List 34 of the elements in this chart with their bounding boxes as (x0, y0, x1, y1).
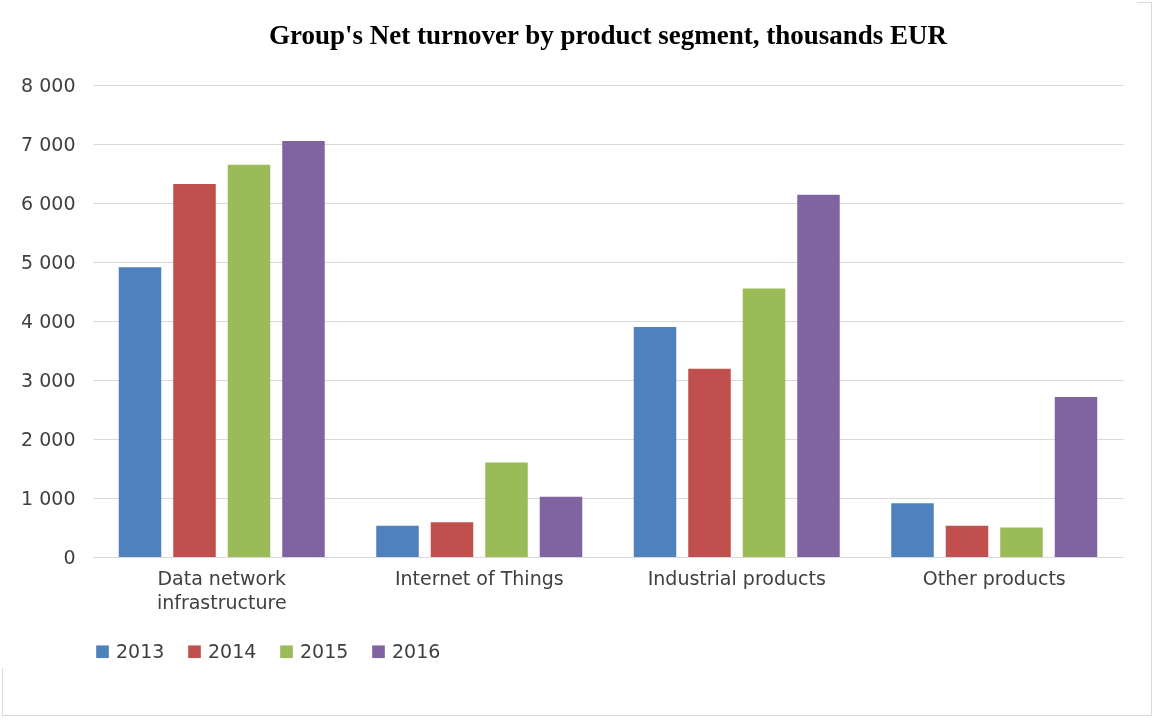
bar (797, 194, 840, 557)
bar (376, 525, 419, 557)
x-tick-label: Data network infrastructure (156, 566, 287, 613)
x-tick-label: Other products (922, 566, 1066, 589)
bar (539, 496, 583, 557)
x-tick-label: Industrial products (647, 566, 826, 589)
legend-label: 2016 (392, 639, 441, 662)
bar (282, 141, 325, 557)
bar (688, 368, 731, 557)
bar (430, 522, 474, 557)
legend-label: 2015 (300, 639, 349, 662)
y-tick-label: 3 000 (21, 368, 76, 391)
y-tick-label: 0 (63, 545, 76, 568)
legend-label: 2013 (116, 639, 165, 662)
y-tick-label: 6 000 (21, 191, 76, 214)
bar (945, 525, 989, 557)
bar (742, 288, 786, 557)
legend-label: 2014 (208, 639, 257, 662)
y-tick-label: 5 000 (21, 250, 76, 273)
chart-title: Group's Net turnover by product segment, thousands EUR (268, 20, 948, 50)
bar (891, 503, 934, 557)
bar (227, 164, 271, 557)
y-tick-label: 4 000 (21, 309, 76, 332)
bar (485, 462, 528, 557)
y-tick-label: 1 000 (21, 486, 76, 509)
y-tick-label: 2 000 (21, 427, 76, 450)
bar (173, 184, 216, 557)
y-tick-label: 8 000 (21, 73, 76, 96)
x-tick-label: Internet of Things (394, 566, 564, 589)
bar (118, 267, 162, 557)
y-tick-label: 7 000 (21, 132, 76, 155)
bar (1054, 397, 1098, 557)
bar (633, 326, 677, 557)
bar (1000, 527, 1043, 557)
